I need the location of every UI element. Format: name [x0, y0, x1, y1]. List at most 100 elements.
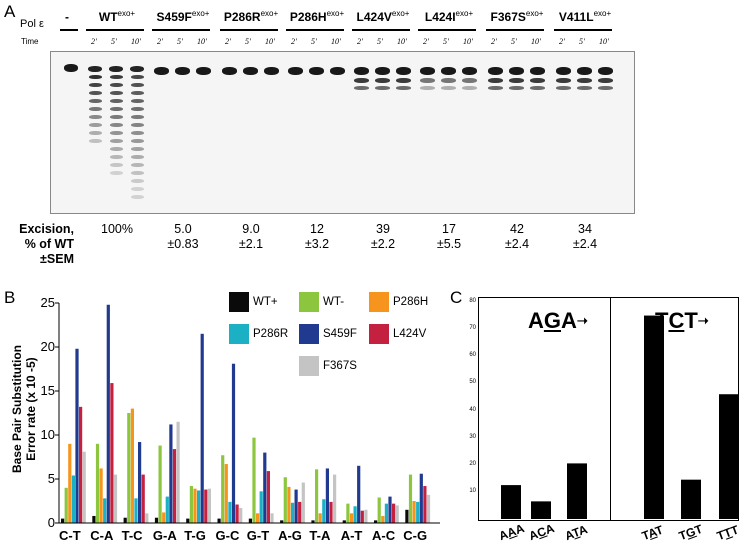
time-tick-label: 2' — [225, 37, 231, 46]
gel-band — [109, 115, 123, 119]
arrow-icon-2: ➝ — [697, 313, 709, 328]
chart-c-y-tick-label: 10 — [469, 487, 476, 494]
bar-S459F-C-T — [75, 348, 79, 523]
gel-band — [419, 77, 435, 83]
bar-S459F-G-A — [169, 424, 173, 523]
bar-P286R-C-G — [416, 501, 420, 523]
bar-S459F-G-T — [263, 452, 267, 523]
bar-P286H-T-G — [193, 488, 197, 523]
gel-band — [88, 83, 102, 87]
gel-band — [487, 77, 503, 83]
gel-band — [287, 67, 303, 75]
gel-band — [555, 77, 571, 83]
chart-b-y-tick-label: 20 — [40, 339, 55, 354]
bar-L424V-G-C — [235, 504, 239, 523]
bar-WT+-C-T — [61, 518, 65, 523]
lane-name: S459F — [156, 10, 192, 24]
context-left: AGA➝ — [528, 308, 588, 333]
gel-band — [508, 77, 524, 83]
gel-band — [130, 195, 144, 199]
time-tick-label: 2' — [357, 37, 363, 46]
time-tick-label: 2' — [491, 37, 497, 46]
gel-band — [174, 67, 190, 75]
chart-c-y-tick-label: 70 — [469, 325, 476, 332]
lane-header-s459f: S459Fexo+ — [143, 9, 223, 24]
gel-band — [130, 131, 144, 135]
lane-superscript: exo+ — [191, 9, 210, 18]
bar-S459F-A-G — [294, 489, 298, 523]
excision-mean: 12 — [310, 222, 324, 236]
lane-superscript: exo+ — [260, 9, 279, 18]
bar-WT+-C-A — [92, 515, 96, 523]
time-tick-label: 2' — [157, 37, 163, 46]
lane-name: L424V — [356, 10, 392, 24]
bar-P286H-A-T — [349, 513, 354, 523]
lane-header-f367s: F367Sexo+ — [477, 9, 557, 24]
lane-header-p286r: P286Rexo+ — [211, 9, 291, 24]
gel-band — [130, 163, 144, 167]
excision-mean: 34 — [578, 222, 592, 236]
gel-band — [130, 99, 144, 103]
gel-band — [130, 83, 144, 87]
gel-band — [109, 171, 123, 175]
chart-b-category-label: G-T — [246, 528, 270, 543]
gel-image — [50, 51, 635, 214]
bar-P286H-C-A — [99, 468, 103, 523]
gel-band — [555, 86, 571, 90]
bar-P286R-G-A — [165, 496, 169, 523]
bar-TGT — [681, 479, 701, 519]
bar-P286R-A-G — [290, 502, 295, 523]
gel-band — [395, 77, 411, 83]
lane-superscript: exo+ — [391, 9, 410, 18]
gel-band — [130, 91, 144, 95]
bar-WT--C-A — [95, 443, 100, 523]
chart-b-category-label: G-C — [215, 528, 240, 543]
chart-b-category-label: A-T — [340, 528, 363, 543]
chart-b-category-label: C-T — [59, 528, 81, 543]
legend-label: WT+ — [253, 296, 278, 308]
gel-band — [88, 123, 102, 127]
bar-P286H-A-C — [381, 515, 385, 523]
lane-superscript: exo+ — [117, 9, 136, 18]
bar-F367S-T-G — [207, 488, 211, 523]
bar-L424V-T-A — [329, 501, 333, 523]
bar-S459F-A-T — [357, 465, 361, 523]
bar-WT+-A-T — [342, 520, 346, 523]
chart-c-y-tick-label: 40 — [469, 406, 476, 413]
bar-WT--A-T — [346, 503, 350, 523]
gel-band — [109, 147, 123, 151]
gel-band — [130, 171, 144, 175]
gel-band — [88, 107, 102, 111]
bar-ACA — [531, 501, 551, 519]
lane-line — [352, 29, 410, 31]
chart-c-y-tick-label: 30 — [469, 433, 476, 440]
lane-header-p286h: P286Hexo+ — [277, 9, 357, 24]
bar-WT--G-T — [252, 437, 256, 523]
bar-P286H-G-C — [224, 464, 228, 523]
gel-band — [508, 86, 524, 90]
gel-band — [88, 139, 102, 143]
gel-band — [529, 86, 545, 90]
bar-P286H-G-A — [162, 512, 166, 523]
bar-P286R-C-A — [103, 498, 107, 523]
excision-sem: ±0.83 — [167, 237, 199, 251]
gel-band — [308, 67, 324, 75]
excision-mean: 42 — [510, 222, 524, 236]
excision-label: Excision, % of WT ±SEM — [14, 222, 74, 267]
gel-band — [88, 66, 102, 72]
excision-label-line2: % of WT — [24, 237, 74, 251]
gel-band — [555, 67, 571, 75]
excision-value: 17 ±5.5 — [414, 222, 484, 252]
time-tick-label: 10' — [131, 37, 141, 46]
bar-L424V-A-G — [298, 501, 302, 523]
gel-band — [153, 67, 169, 75]
excision-sem: ±3.2 — [304, 237, 330, 251]
gel-band — [221, 67, 237, 75]
legend-label: L424V — [393, 328, 427, 340]
bar-P286H-G-T — [256, 513, 260, 523]
bar-WT--C-G — [408, 474, 413, 523]
gel-band — [461, 67, 477, 75]
excision-value: 39 ±2.2 — [348, 222, 418, 252]
bar-WT--T-A — [315, 469, 319, 523]
bar-P286R-T-G — [197, 490, 201, 523]
